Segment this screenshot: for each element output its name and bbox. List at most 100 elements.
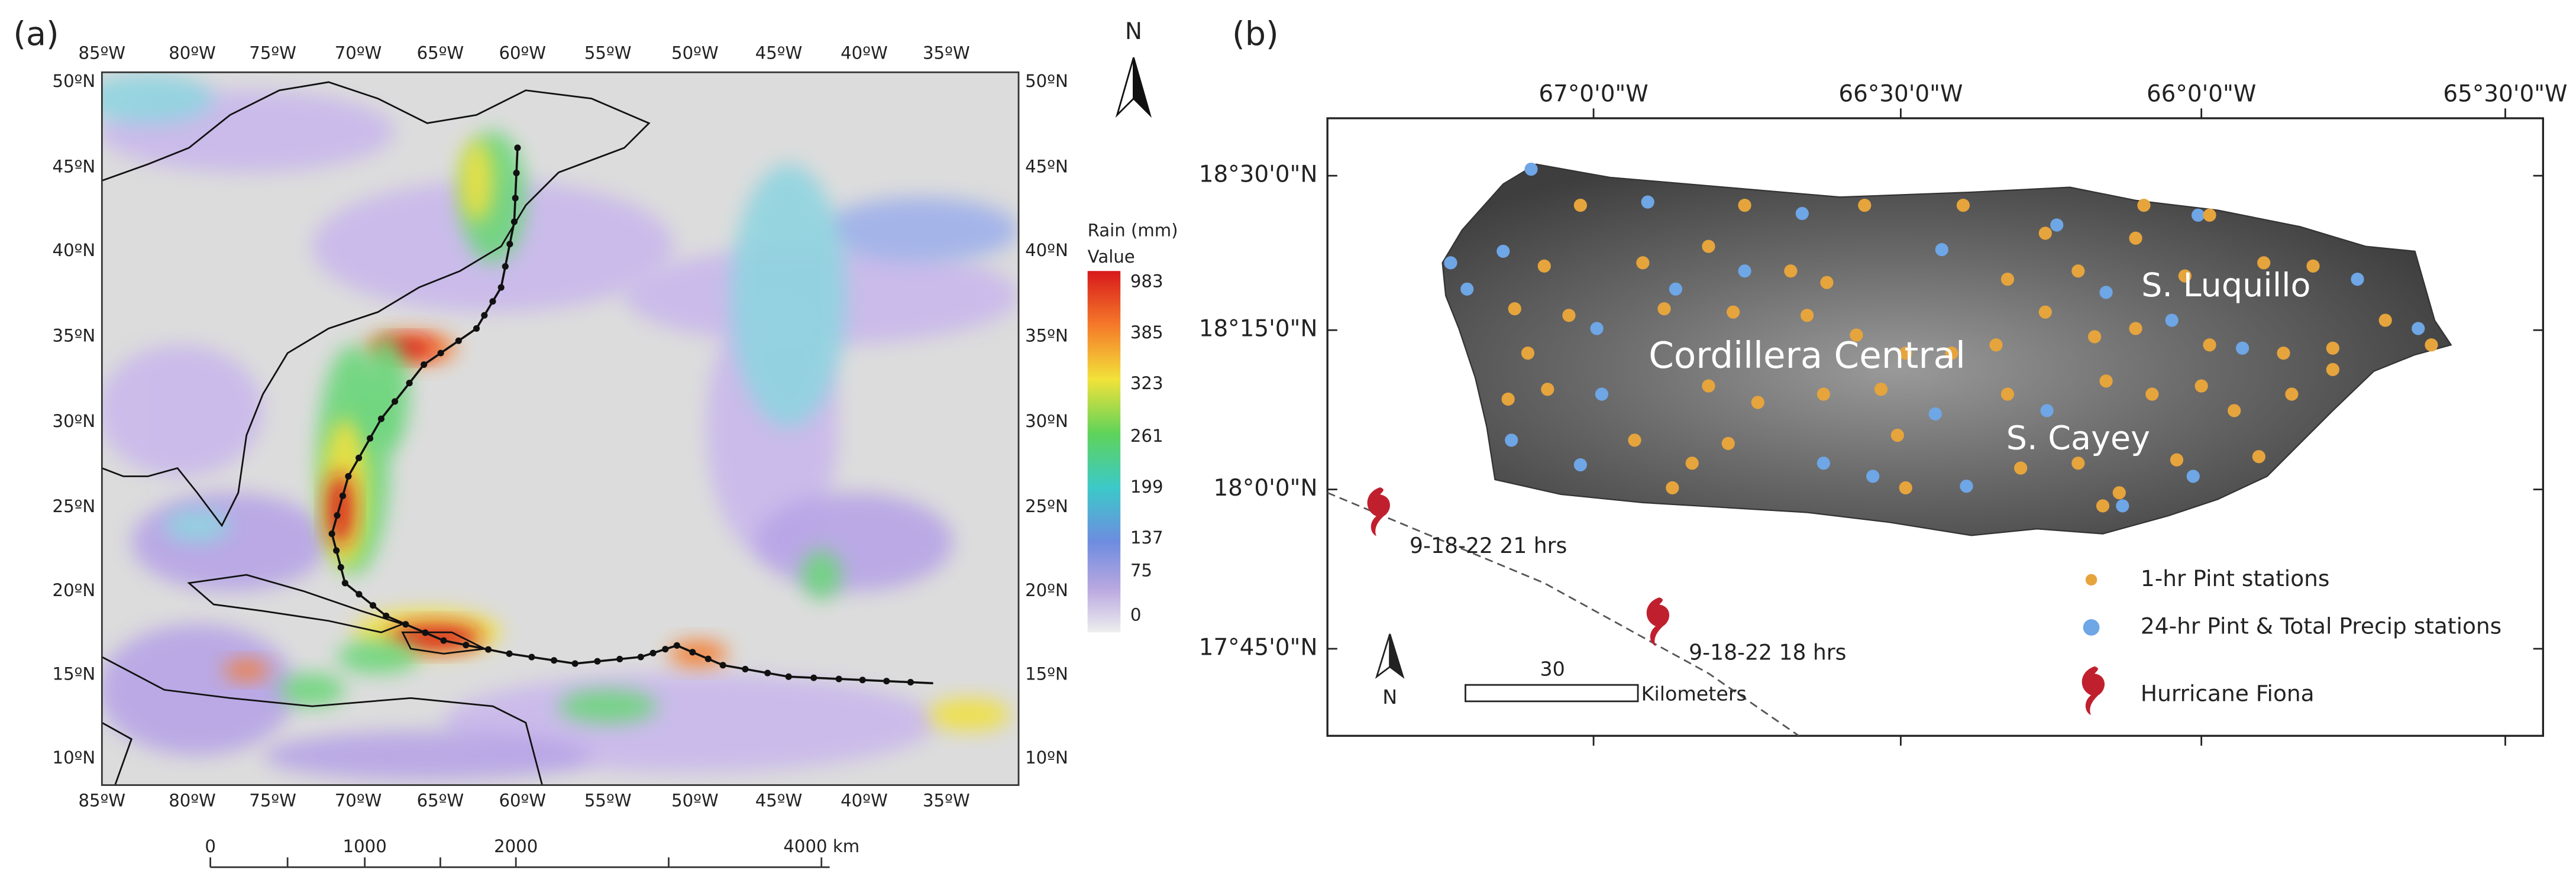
track-point	[510, 218, 518, 225]
hourly-station	[1890, 428, 1904, 442]
hourly-station	[2326, 341, 2339, 355]
track-point	[455, 337, 462, 344]
legend-title: Rain (mm)	[1088, 221, 1178, 241]
legend-swatch	[2083, 619, 2100, 636]
daily-station	[1641, 195, 1654, 209]
hourly-station	[2425, 338, 2438, 352]
lat-label-left: 40ºN	[53, 240, 96, 260]
rain-patch	[102, 624, 296, 756]
track-point	[662, 646, 669, 653]
hourly-station	[2112, 486, 2126, 500]
track-label: 9-18-22 18 hrs	[1689, 639, 1846, 665]
track-point	[355, 591, 363, 598]
hourly-station	[2252, 449, 2265, 464]
hourly-station	[1784, 264, 1798, 278]
lat-label-right: 25ºN	[1025, 496, 1068, 516]
hourly-station	[1628, 433, 1641, 447]
lon-label-top: 80ºW	[169, 43, 216, 63]
lat-label-left: 30ºN	[53, 411, 96, 431]
hourly-station	[1751, 396, 1764, 409]
track-point	[367, 435, 374, 442]
rain-patch	[928, 698, 1011, 731]
lon-label-bottom: 85ºW	[78, 790, 125, 810]
lon-label: 66°0'0"W	[2147, 81, 2256, 108]
rain-patch	[279, 673, 345, 707]
lon-label-top: 70ºW	[335, 43, 382, 63]
track-point	[810, 674, 817, 681]
legend-label: 199	[1130, 477, 1163, 497]
hourly-station	[2257, 256, 2271, 270]
lon-label-top: 45ºW	[755, 43, 803, 63]
hurricane-track	[1327, 491, 1800, 736]
lon-label-bottom: 60ºW	[499, 790, 546, 810]
scale-unit: Kilometers	[1641, 682, 1747, 705]
legend-swatch	[2085, 574, 2097, 586]
hourly-station	[1874, 383, 1888, 396]
island-map	[1327, 162, 2452, 736]
color-bar	[1087, 271, 1121, 633]
rain-patch	[460, 140, 493, 222]
lon-label-bottom: 65ºW	[417, 790, 464, 810]
track-point	[506, 241, 513, 248]
legend-subtitle: Value	[1088, 247, 1135, 267]
lat-label-left: 10ºN	[53, 748, 96, 768]
lat-label-right: 45ºN	[1025, 156, 1068, 176]
track-point	[333, 547, 340, 554]
north-arrow	[1389, 633, 1405, 679]
daily-station	[1590, 322, 1604, 335]
hourly-station	[2129, 231, 2142, 245]
lat-label-left: 50ºN	[53, 71, 96, 91]
lon-label-top: 75ºW	[249, 43, 296, 63]
track-point	[859, 677, 866, 684]
region-label: S. Luquillo	[2141, 266, 2310, 305]
track-point	[528, 653, 535, 661]
hourly-station	[1899, 347, 1912, 360]
scale-label: 1000	[343, 836, 387, 856]
lon-label-bottom: 50ºW	[671, 790, 719, 810]
lat-label-right: 10ºN	[1025, 748, 1068, 768]
track-point	[512, 195, 519, 202]
scale-label: 0	[205, 836, 216, 856]
panel-label: (a)	[13, 15, 59, 53]
hourly-station	[2170, 453, 2184, 467]
north-label: N	[1382, 685, 1397, 708]
track-point	[406, 380, 413, 387]
hourly-station	[1817, 387, 1830, 401]
hourly-station	[2326, 363, 2339, 376]
hourly-station	[1858, 199, 1872, 212]
lon-label-top: 35ºW	[923, 43, 970, 63]
track-point	[673, 642, 680, 649]
rain-patch	[558, 690, 658, 723]
track-point	[497, 284, 505, 291]
hourly-station	[2203, 208, 2216, 222]
track-point	[883, 678, 890, 685]
hourly-station	[2038, 227, 2052, 240]
coastline	[102, 721, 133, 785]
hourly-station	[2071, 264, 2085, 278]
hourly-station	[2099, 374, 2113, 388]
lat-label-right: 40ºN	[1025, 240, 1068, 260]
daily-station	[2186, 470, 2200, 483]
hourly-station	[2000, 387, 2015, 401]
hourly-station	[2306, 259, 2320, 273]
hourly-station	[2038, 305, 2052, 319]
lat-label-left: 15ºN	[53, 664, 96, 684]
daily-station	[1444, 256, 1457, 270]
hourly-station	[2000, 273, 2015, 286]
track-point	[637, 653, 644, 661]
track-point	[689, 649, 696, 656]
hourly-station	[1573, 199, 1587, 212]
legend-label: 385	[1130, 322, 1163, 342]
hourly-station	[1727, 305, 1740, 319]
legend-label: 261	[1130, 426, 1163, 446]
north-arrow	[1133, 57, 1152, 118]
daily-station	[1817, 457, 1830, 470]
daily-station	[1960, 479, 1973, 493]
hourly-station	[1666, 481, 1679, 494]
daily-station	[1497, 244, 1510, 258]
rain-patch	[223, 660, 270, 680]
hourly-station	[2378, 313, 2392, 327]
lon-label-bottom: 75ºW	[249, 790, 296, 810]
hourly-station	[1636, 256, 1650, 270]
hurricane-icon	[1367, 487, 1390, 536]
